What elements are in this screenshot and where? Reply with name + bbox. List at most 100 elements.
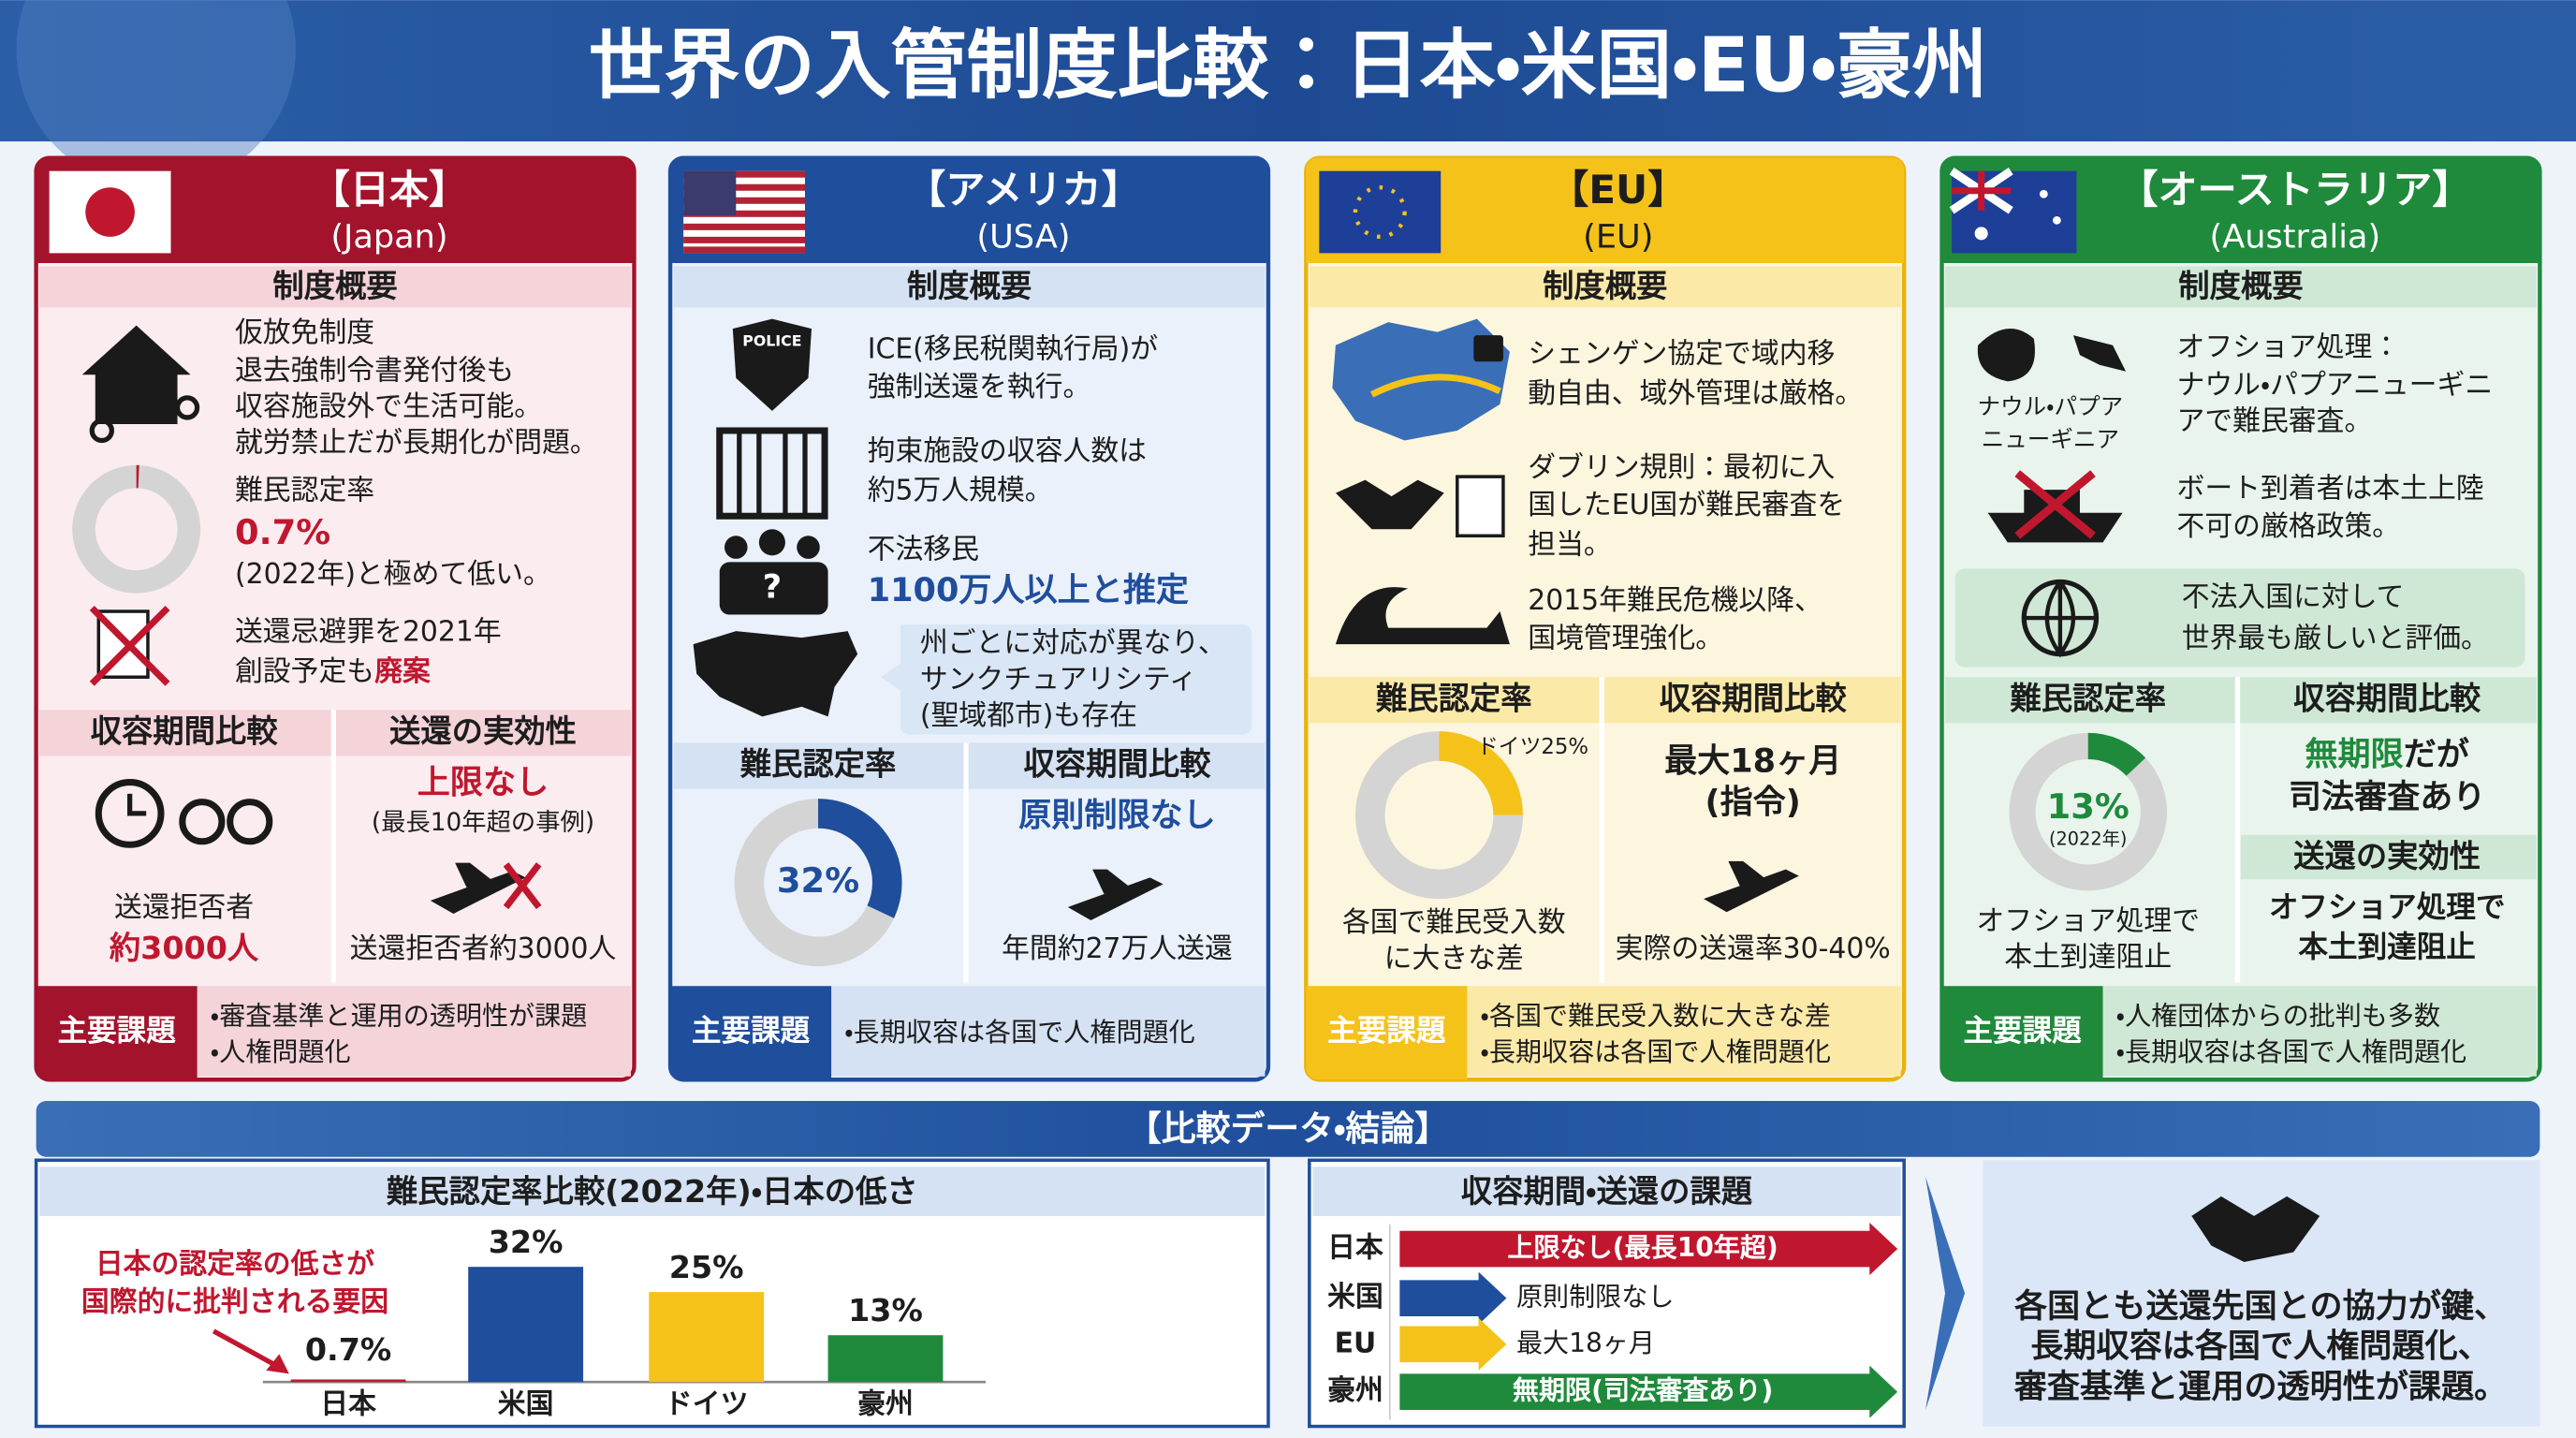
overview-text: シェンゲン協定で域内移	[1528, 338, 1835, 371]
country-subheading: (Japan)	[330, 218, 447, 257]
section-band	[1945, 266, 2537, 308]
detention-text: 年間約27万人送還	[1002, 932, 1233, 965]
person	[724, 536, 748, 559]
bar-category-label: 米国	[498, 1387, 554, 1420]
rate-donut	[734, 799, 902, 967]
donut-segment	[817, 799, 902, 918]
donut-track	[72, 464, 201, 594]
plane-icon	[1067, 869, 1164, 920]
overview-text: 退去強制令書発付後も	[235, 354, 514, 387]
flag-stripe	[683, 183, 805, 191]
section-band	[673, 742, 1266, 789]
highlight-box	[1954, 568, 2525, 668]
issues-label-box	[1306, 986, 1468, 1080]
overview-text: 収容施設外で生活可能。	[235, 390, 542, 423]
detention-limit: 最大18ヶ月	[1664, 742, 1841, 781]
duration-row: 豪州 無期限(司法審査あり)	[1327, 1365, 1898, 1418]
effectiveness-text: 本土到達阻止	[2298, 931, 2475, 964]
overview-text: 不法移民	[868, 534, 979, 566]
issue-item: ・人権問題化	[211, 1036, 351, 1067]
bar-value-label: 13%	[848, 1292, 923, 1328]
conclusion-text: 各国とも送還先国との協力が鍵、	[2014, 1287, 2507, 1326]
flag-stripe	[683, 210, 805, 217]
callout-text: 州ごとに対応が異なり、	[920, 627, 1226, 660]
overview-text: 拘束施設の収容人数は	[868, 434, 1147, 467]
effectiveness-limit: 上限なし	[417, 763, 549, 801]
detention-note: (指令)	[1705, 783, 1801, 821]
rate-donut	[72, 464, 201, 594]
globe-decor	[16, 0, 296, 189]
flag-usa	[683, 170, 805, 254]
panel-header	[1306, 157, 1905, 263]
country-heading: 【EU】	[1549, 167, 1687, 213]
overview-text: 就労禁止だが長期化が問題。	[235, 427, 598, 460]
cross-icon	[89, 606, 170, 686]
cross-icon	[2014, 470, 2096, 539]
globe-lines	[2024, 580, 2097, 658]
overview-text: ボート到着者は本土上陸	[2177, 473, 2484, 506]
effectiveness-text: オフショア処理で	[2269, 891, 2506, 925]
jail-bars	[737, 430, 808, 517]
bar-value-label: 32%	[489, 1224, 564, 1260]
eu-panel: 【EU】 (EU) 制度概要 シェンゲン協定で域内移 動自由、域外管理は厳格。 …	[1304, 155, 1907, 1082]
lock-icon	[1473, 335, 1503, 362]
country-heading: 【日本】	[311, 167, 468, 213]
flag-stars	[1353, 185, 1407, 240]
section-band	[1312, 1167, 1901, 1216]
person	[758, 529, 785, 556]
issues-label: 主要課題	[1327, 1014, 1446, 1048]
wave-boat-icon	[1335, 587, 1510, 645]
usa-panel: 【アメリカ】 (USA) 制度概要 POLICE ? ICE(移民税関執行局)が…	[667, 155, 1271, 1082]
donut-segment	[2087, 732, 2146, 777]
issue-item: ・長期収容は各国で人権問題化	[844, 1017, 1195, 1048]
highlight-text: 不法入国に対して	[2182, 580, 2405, 613]
flag-disc	[85, 187, 135, 237]
bill-text: 創設予定も廃案	[235, 654, 432, 687]
flag-canton	[683, 170, 737, 216]
issues-label-box	[670, 986, 832, 1080]
detention-caption: 送還拒否者	[114, 891, 254, 924]
rate-donut	[1354, 731, 1523, 900]
overview-text: 仮放免制度	[235, 316, 374, 349]
handshake-icon	[1335, 479, 1444, 530]
overview-text: 動自由、域外管理は厳格。	[1528, 377, 1863, 410]
section-band	[39, 266, 631, 308]
country-subheading: (USA)	[976, 218, 1070, 257]
issues-label: 主要課題	[57, 1014, 176, 1048]
handcuff-icon	[179, 799, 226, 845]
document-icon	[1456, 475, 1505, 538]
chevron	[1925, 1176, 1966, 1411]
overview-text: 強制送還を執行。	[868, 371, 1091, 404]
australia-panel: 【オーストラリア】 (Australia) 制度概要 ナウル・パプア ニューギニ…	[1939, 155, 2542, 1082]
overview-text: 約5万人規模。	[868, 474, 1053, 506]
handcuff-icon	[227, 799, 273, 845]
duration-country: 日本	[1327, 1232, 1383, 1265]
section-label: 送還の実効性	[2293, 838, 2481, 874]
chain-icon	[89, 418, 114, 444]
country-subheading: (Australia)	[2210, 218, 2381, 257]
section-label: 制度概要	[1543, 268, 1667, 304]
issue-item: ・審査基準と運用の透明性が課題	[211, 1001, 588, 1032]
overview-text: 国境管理強化。	[1528, 622, 1723, 654]
duration-arrow	[1399, 1317, 1507, 1371]
rate-note: 各国で難民受入数	[1342, 906, 1566, 939]
overview-text: 2015年難民危機以降、	[1528, 584, 1822, 617]
badge-text: POLICE	[742, 332, 801, 350]
duration-text: 無期限(司法審査あり)	[1513, 1375, 1773, 1406]
bar	[827, 1335, 944, 1383]
jail-icon	[716, 427, 828, 520]
us-map-icon	[693, 631, 858, 717]
duration-row: 米国 原則制限なし	[1327, 1271, 1674, 1325]
duration-text: 原則制限なし	[1516, 1282, 1674, 1313]
rate-value: 13%	[2047, 786, 2130, 827]
overview-text: ICE(移民税関執行局)が	[868, 332, 1159, 365]
conclusion-text: 長期収容は各国で人権問題化、	[2030, 1327, 2490, 1365]
comparison-heading: 【比較データ・結論】	[1127, 1108, 1449, 1149]
rate-note: 本土到達阻止	[2004, 941, 2172, 974]
detention-text: 無期限だが	[2305, 735, 2469, 773]
section-label: 送還の実効性	[389, 712, 577, 749]
country-heading: 【アメリカ】	[906, 167, 1141, 213]
bill-highlight: 廃案	[374, 654, 432, 687]
duration-row: EU 最大18ヶ月	[1335, 1317, 1655, 1371]
